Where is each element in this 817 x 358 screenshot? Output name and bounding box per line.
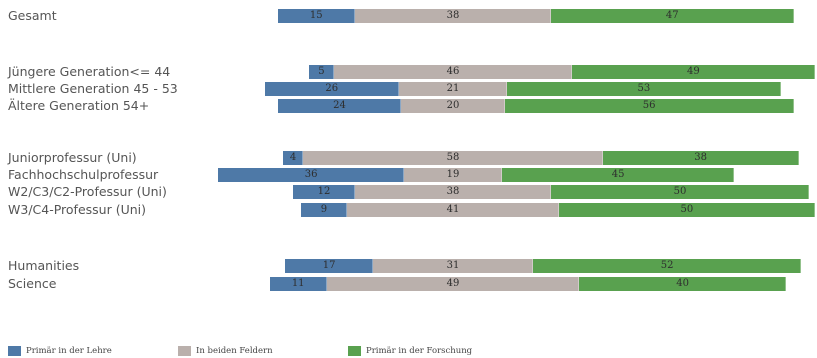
bar-segment-research <box>504 99 794 113</box>
data-label: 24 <box>333 100 346 111</box>
legend-swatch <box>348 346 361 356</box>
legend-swatch <box>178 346 191 356</box>
category-label: Gesamt <box>8 8 57 23</box>
data-label: 38 <box>446 10 460 21</box>
category-label: W3/C4-Professur (Uni) <box>8 202 146 217</box>
category-label: Juniorprofessur (Uni) <box>8 150 137 165</box>
bar-segment-both <box>303 151 603 165</box>
data-label: 50 <box>680 204 694 215</box>
data-label: 9 <box>320 204 328 215</box>
category-label: Mittlere Generation 45 - 53 <box>8 81 178 96</box>
bar-segment-research <box>558 203 815 217</box>
data-label: 31 <box>446 260 460 271</box>
bar-segment-both <box>334 65 572 79</box>
bar-segment-teaching <box>293 185 355 199</box>
bar-segment-both <box>403 168 502 182</box>
data-label: 49 <box>446 278 460 289</box>
data-label: 47 <box>665 10 679 21</box>
bar-segment-both <box>347 203 559 217</box>
data-label: 58 <box>446 152 460 163</box>
data-label: 53 <box>637 83 651 94</box>
data-label: 19 <box>446 169 460 180</box>
legend-label: In beiden Feldern <box>196 346 273 356</box>
data-label: 11 <box>291 278 305 289</box>
bar-segment-both <box>398 82 508 96</box>
category-label: Science <box>8 276 57 291</box>
bar-segment-teaching <box>300 203 348 217</box>
bar-segment-both <box>401 99 505 113</box>
bar-segment-research <box>507 82 781 96</box>
bar-segment-teaching <box>264 82 399 96</box>
category-label: Humanities <box>8 258 80 273</box>
bar-segment-both <box>373 259 533 273</box>
bar-segment-teaching <box>277 9 355 23</box>
bar-segment-teaching <box>269 277 327 291</box>
legend-label: Primär in der Lehre <box>26 346 112 356</box>
data-label: 12 <box>317 186 331 197</box>
bar-segment-teaching <box>285 259 374 273</box>
bar-segment-teaching <box>282 151 304 165</box>
bar-segment-research <box>571 65 815 79</box>
bar-segment-research <box>579 277 786 291</box>
bar-segment-research <box>532 259 802 273</box>
data-label: 36 <box>304 169 318 180</box>
data-label: 26 <box>325 83 339 94</box>
category-label: Fachhochschulprofessur <box>8 167 159 182</box>
bar-segment-teaching <box>277 99 402 113</box>
data-label: 15 <box>309 10 323 21</box>
data-label: 38 <box>446 186 460 197</box>
bar-segment-both <box>354 185 552 199</box>
data-label: 20 <box>446 100 460 111</box>
data-label: 50 <box>673 186 687 197</box>
category-label: Ältere Generation 54+ <box>8 98 150 113</box>
bar-segment-both <box>354 9 552 23</box>
category-label: W2/C3/C2-Professur (Uni) <box>8 184 167 199</box>
data-label: 56 <box>642 100 656 111</box>
legend-label: Primär in der Forschung <box>366 346 473 356</box>
data-label: 52 <box>660 260 674 271</box>
category-label: Jüngere Generation<= 44 <box>8 64 171 79</box>
data-label: 5 <box>318 66 325 77</box>
data-label: 17 <box>322 260 336 271</box>
bar-segment-teaching <box>218 168 404 182</box>
bar-segment-research <box>551 9 794 23</box>
data-label: 40 <box>676 278 689 289</box>
data-label: 45 <box>611 169 625 180</box>
legend-swatch <box>8 346 21 356</box>
bar-segment-research <box>502 168 735 182</box>
bar-segment-teaching <box>308 65 335 79</box>
data-label: 41 <box>446 204 460 215</box>
bar-segment-both <box>326 277 580 291</box>
bar-segment-research <box>602 151 799 165</box>
data-label: 49 <box>686 66 700 77</box>
data-label: 38 <box>694 152 708 163</box>
data-label: 21 <box>446 83 460 94</box>
data-label: 46 <box>446 66 460 77</box>
data-label: 4 <box>289 152 297 163</box>
bar-segment-research <box>551 185 810 199</box>
